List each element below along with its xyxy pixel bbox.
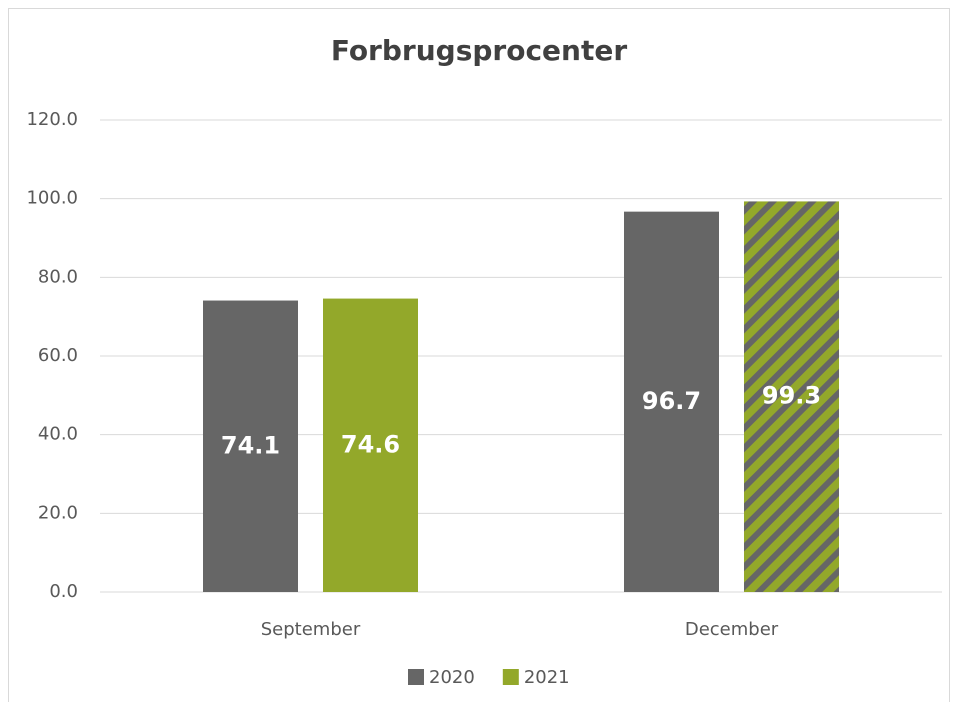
bar <box>744 201 839 593</box>
y-tick-label: 60.0 <box>38 345 78 366</box>
bar <box>203 300 298 592</box>
y-tick-label: 80.0 <box>38 266 78 287</box>
legend-swatch <box>502 669 519 685</box>
data-label: 74.1 <box>221 431 280 459</box>
y-tick-label: 0.0 <box>49 581 78 602</box>
bar <box>624 211 719 592</box>
y-tick-label: 120.0 <box>26 109 78 130</box>
x-tick-label: September <box>261 619 361 640</box>
legend-label: 2020 <box>429 667 475 688</box>
chart-title: Forbrugsprocenter <box>331 34 628 67</box>
data-label: 99.3 <box>762 382 821 410</box>
bar <box>323 298 418 592</box>
x-tick-label: December <box>685 619 779 640</box>
data-label: 74.6 <box>341 430 400 458</box>
y-tick-label: 20.0 <box>38 502 78 523</box>
legend-label: 2021 <box>524 667 570 688</box>
y-tick-label: 40.0 <box>38 424 78 445</box>
legend-swatch <box>408 669 424 685</box>
data-label: 96.7 <box>642 387 701 415</box>
y-tick-label: 100.0 <box>26 188 78 209</box>
